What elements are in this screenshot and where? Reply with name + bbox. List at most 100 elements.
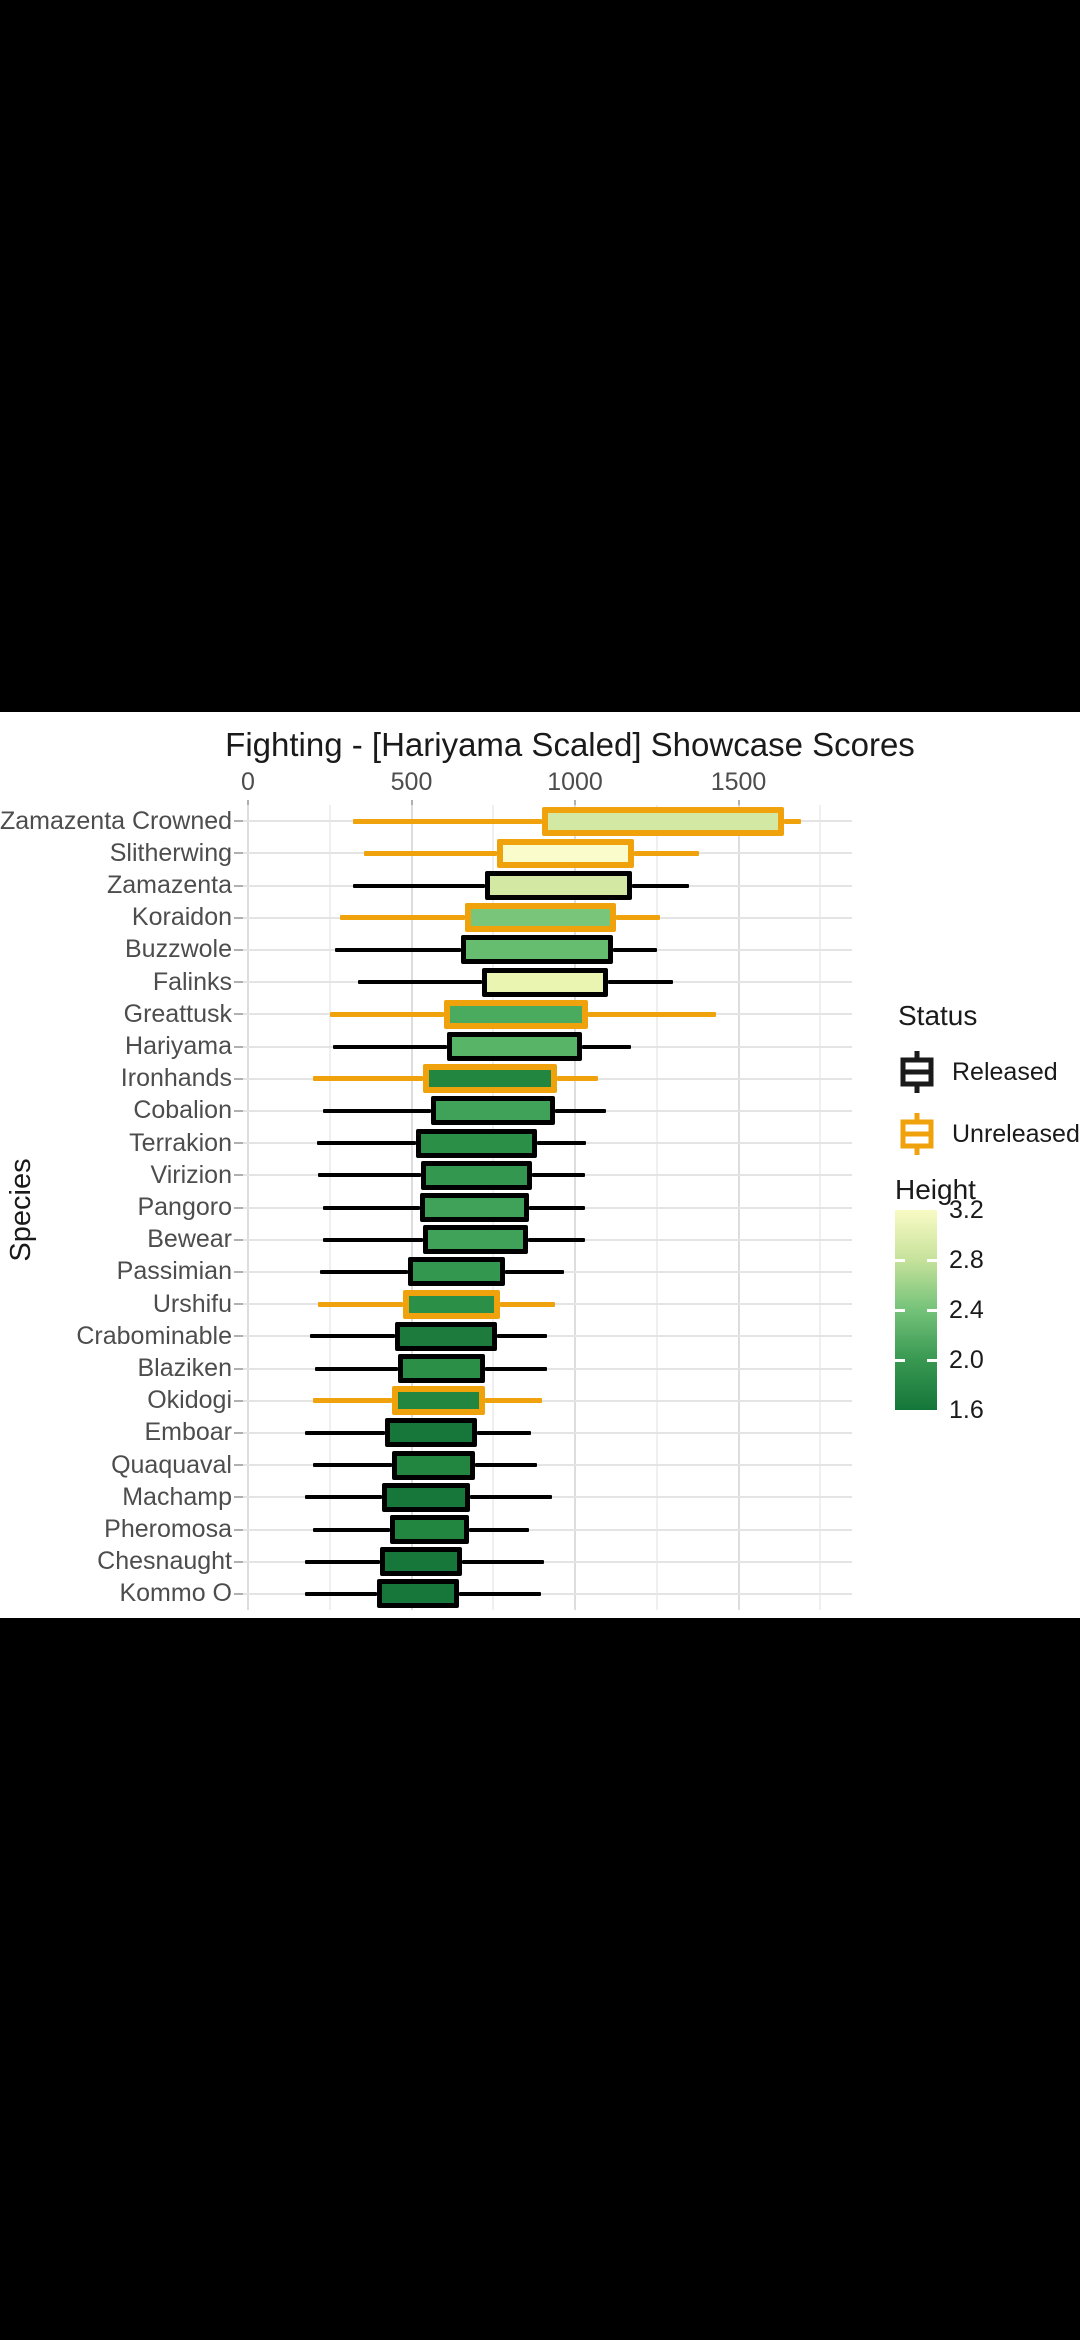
whisker-high <box>529 1205 585 1210</box>
whisker-high <box>458 1591 541 1596</box>
y-axis-label: Virizion <box>150 1160 232 1189</box>
whisker-high <box>615 915 661 921</box>
height-tick-label: 3.2 <box>949 1196 984 1224</box>
x-tick-mark <box>410 800 413 809</box>
y-axis-title: Species <box>5 1158 37 1262</box>
whisker-high <box>475 1463 538 1468</box>
y-axis-label: Urshifu <box>152 1289 232 1318</box>
chart-title: Fighting - [Hariyama Scaled] Showcase Sc… <box>225 726 915 763</box>
gridline-row <box>243 1431 852 1434</box>
whisker-low <box>334 947 461 952</box>
height-tick-label: 1.6 <box>949 1396 984 1424</box>
y-tick-mark <box>234 1206 243 1209</box>
whisker-high <box>532 1173 585 1178</box>
y-tick-mark <box>234 1367 243 1370</box>
y-tick-mark <box>234 1238 243 1241</box>
gridline-row <box>243 1528 852 1531</box>
whisker-low <box>323 1108 432 1113</box>
whisker-low <box>352 818 543 824</box>
height-tick-label: 2.4 <box>949 1296 984 1324</box>
box-iqr <box>481 967 608 997</box>
whisker-high <box>537 1141 587 1146</box>
colorbar-tick-mark <box>927 1358 937 1362</box>
whisker-high <box>485 1398 543 1404</box>
y-tick-mark <box>234 948 243 951</box>
y-axis-label: Slitherwing <box>109 838 232 867</box>
y-tick-mark <box>234 820 243 823</box>
y-tick-mark <box>234 1303 243 1306</box>
x-tick-label: 1000 <box>547 768 603 796</box>
legend-item-unreleased: Unreleased <box>898 1112 1080 1156</box>
whisker-high <box>633 850 700 856</box>
y-tick-mark <box>234 981 243 984</box>
whisker-high <box>527 1237 585 1242</box>
whisker-low <box>305 1495 383 1500</box>
y-tick-mark <box>234 1045 243 1048</box>
y-tick-mark <box>234 1528 243 1531</box>
box-iqr <box>485 871 633 900</box>
y-axis-label: Kommo O <box>119 1579 232 1608</box>
y-tick-mark <box>234 1399 243 1402</box>
whisker-high <box>476 1430 531 1435</box>
whisker-high <box>462 1559 544 1564</box>
y-axis-label: Falinks <box>152 967 232 996</box>
box-iqr <box>444 999 589 1029</box>
whisker-low <box>305 1430 386 1435</box>
whisker-low <box>319 1269 409 1274</box>
y-axis-label: Chesnaught <box>97 1547 232 1576</box>
y-axis-label: Koraidon <box>131 903 232 932</box>
x-tick-mark <box>737 800 740 809</box>
legend-status: Status Released Unreleased <box>898 1000 1080 1156</box>
whisker-high <box>607 980 674 985</box>
x-tick-label: 500 <box>390 768 433 796</box>
colorbar-tick-mark <box>927 1258 937 1262</box>
whisker-low <box>313 1463 392 1468</box>
box-iqr <box>460 935 613 965</box>
whisker-low <box>316 1141 417 1146</box>
y-axis-label: Cobalion <box>133 1096 232 1125</box>
y-tick-mark <box>234 884 243 887</box>
whisker-low <box>315 1366 399 1371</box>
legend-status-title: Status <box>898 1000 978 1031</box>
y-tick-mark <box>234 1431 243 1434</box>
whisker-high <box>468 1527 530 1532</box>
y-tick-mark <box>234 1270 243 1273</box>
legend-label-released: Released <box>952 1057 1058 1086</box>
x-tick-mark <box>574 800 576 809</box>
box-iqr <box>382 1482 471 1512</box>
whisker-low <box>313 1398 392 1404</box>
y-axis-label: Okidogi <box>147 1386 232 1415</box>
whisker-low <box>318 1301 404 1307</box>
box-iqr <box>422 1064 557 1094</box>
whisker-high <box>784 818 801 824</box>
boxplot-key-unreleased-icon <box>900 1113 934 1155</box>
y-axis-label: Hariyama <box>125 1032 232 1060</box>
gridline-row <box>243 1560 852 1563</box>
y-tick-mark <box>234 1142 243 1145</box>
whisker-low <box>313 1076 423 1082</box>
box-iqr <box>447 1032 582 1061</box>
y-tick-mark <box>234 1109 243 1112</box>
box-iqr <box>403 1289 500 1319</box>
whisker-low <box>323 1237 423 1242</box>
whisker-high <box>612 947 657 952</box>
y-tick-mark <box>234 1174 243 1177</box>
plot-panel <box>243 805 852 1610</box>
legend-height: Height 3.2 2.8 2.4 2.0 1.6 <box>895 1174 1080 1423</box>
y-axis-label: Buzzwole <box>125 935 232 964</box>
box-iqr <box>398 1354 486 1383</box>
box-iqr <box>390 1515 469 1544</box>
y-tick-mark <box>234 1560 243 1563</box>
box-iqr <box>431 1096 556 1126</box>
y-axis-label: Terrakion <box>129 1128 232 1157</box>
y-axis-label: Machamp <box>122 1482 232 1511</box>
box-iqr <box>496 838 634 868</box>
colorbar-tick-mark <box>927 1308 937 1312</box>
y-axis-label: Zamazenta Crowned <box>0 806 233 835</box>
whisker-high <box>557 1076 598 1082</box>
box-iqr <box>419 1193 530 1222</box>
colorbar-tick-mark <box>895 1258 905 1262</box>
whisker-low <box>329 1011 445 1017</box>
y-axis-label: Passimian <box>116 1257 232 1286</box>
whisker-low <box>333 1044 448 1049</box>
